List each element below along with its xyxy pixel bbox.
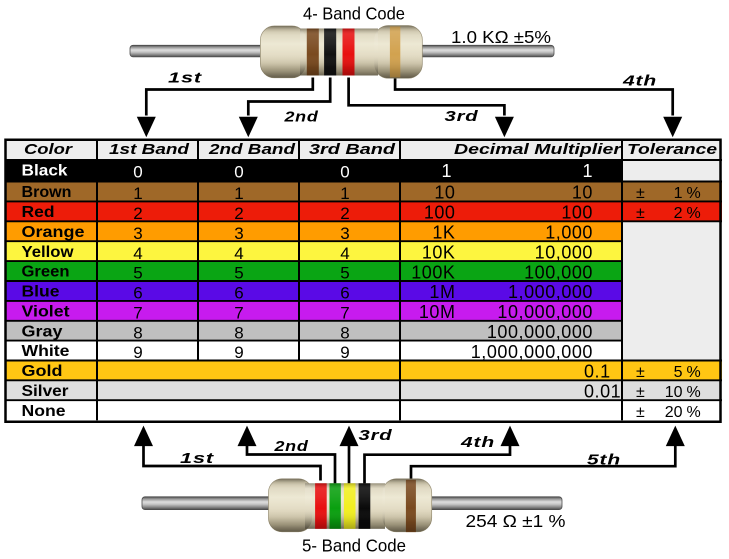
svg-text:0: 0 <box>133 163 142 182</box>
svg-text:%: % <box>687 404 701 421</box>
svg-text:1st Band: 1st Band <box>109 142 190 158</box>
svg-text:100,000: 100,000 <box>524 262 593 282</box>
svg-text:Gold: Gold <box>22 363 63 380</box>
svg-text:6: 6 <box>133 284 142 303</box>
svg-text:100K: 100K <box>411 262 455 282</box>
svg-text:Tolerance: Tolerance <box>627 142 717 158</box>
svg-text:3: 3 <box>340 224 349 243</box>
svg-text:1: 1 <box>674 185 683 202</box>
svg-text:9: 9 <box>340 343 349 362</box>
svg-text:254 Ω ±1 %: 254 Ω ±1 % <box>466 511 566 531</box>
svg-text:Yellow: Yellow <box>22 244 75 261</box>
svg-text:3: 3 <box>234 224 243 243</box>
svg-text:2: 2 <box>674 205 683 222</box>
svg-text:8: 8 <box>133 323 142 342</box>
svg-text:6: 6 <box>234 284 243 303</box>
svg-text:Gray: Gray <box>22 323 63 340</box>
svg-text:10: 10 <box>434 183 455 203</box>
svg-text:1st: 1st <box>168 70 203 87</box>
svg-text:4: 4 <box>340 244 349 263</box>
svg-text:%: % <box>687 384 701 401</box>
svg-text:1.0 KΩ ±5%: 1.0 KΩ ±5% <box>451 27 551 47</box>
svg-text:Green: Green <box>22 264 70 281</box>
svg-text:3rd: 3rd <box>359 427 393 444</box>
svg-text:2: 2 <box>133 204 142 223</box>
svg-text:10: 10 <box>665 384 683 401</box>
svg-text:1,000,000,000: 1,000,000,000 <box>471 342 593 362</box>
svg-text:5th: 5th <box>587 452 621 469</box>
svg-text:4- Band Code: 4- Band Code <box>303 4 405 24</box>
svg-text:3rd: 3rd <box>445 108 479 125</box>
svg-text:10,000: 10,000 <box>535 242 593 262</box>
svg-text:3rd Band: 3rd Band <box>309 142 396 158</box>
svg-text:None: None <box>22 403 66 420</box>
svg-text:10M: 10M <box>419 302 456 322</box>
svg-text:2: 2 <box>234 204 243 223</box>
svg-text:0: 0 <box>340 163 349 182</box>
svg-text:7: 7 <box>234 304 243 323</box>
svg-text:9: 9 <box>234 343 243 362</box>
svg-text:%: % <box>687 364 701 381</box>
svg-text:1: 1 <box>582 161 593 181</box>
svg-text:White: White <box>22 343 70 360</box>
svg-text:±: ± <box>636 364 645 381</box>
svg-text:Orange: Orange <box>22 224 85 241</box>
svg-text:1: 1 <box>133 184 142 203</box>
svg-text:%: % <box>687 185 701 202</box>
svg-text:±: ± <box>636 384 645 401</box>
svg-text:1M: 1M <box>429 282 455 302</box>
svg-text:0.1: 0.1 <box>584 362 611 382</box>
svg-text:5: 5 <box>234 264 243 283</box>
svg-text:1: 1 <box>234 184 243 203</box>
svg-text:Decimal Multiplier: Decimal Multiplier <box>454 142 623 158</box>
svg-text:9: 9 <box>133 343 142 362</box>
svg-text:7: 7 <box>340 304 349 323</box>
svg-text:5- Band Code: 5- Band Code <box>302 536 406 556</box>
svg-text:100: 100 <box>424 203 456 223</box>
svg-text:100: 100 <box>561 203 593 223</box>
svg-text:±: ± <box>636 205 645 222</box>
svg-text:Brown: Brown <box>22 184 72 201</box>
svg-text:2: 2 <box>340 204 349 223</box>
svg-text:2nd: 2nd <box>283 108 318 125</box>
svg-text:Black: Black <box>22 163 68 180</box>
svg-text:Blue: Blue <box>22 284 60 301</box>
svg-text:1K: 1K <box>432 223 455 243</box>
svg-text:4th: 4th <box>622 73 657 90</box>
svg-text:10K: 10K <box>422 242 456 262</box>
svg-text:Red: Red <box>22 204 55 221</box>
svg-text:1,000,000: 1,000,000 <box>508 282 593 302</box>
svg-text:1,000: 1,000 <box>545 223 593 243</box>
svg-text:2nd Band: 2nd Band <box>208 142 297 158</box>
svg-text:±: ± <box>636 404 645 421</box>
svg-text:4th: 4th <box>460 434 495 451</box>
svg-text:3: 3 <box>133 224 142 243</box>
svg-text:Silver: Silver <box>22 383 69 400</box>
svg-text:10,000,000: 10,000,000 <box>497 302 593 322</box>
svg-text:100,000,000: 100,000,000 <box>487 322 593 342</box>
svg-text:4: 4 <box>234 244 243 263</box>
svg-text:Color: Color <box>24 142 74 158</box>
svg-text:Violet: Violet <box>22 304 70 321</box>
svg-text:±: ± <box>636 185 645 202</box>
svg-text:1: 1 <box>441 161 452 181</box>
svg-text:10: 10 <box>572 183 593 203</box>
svg-text:5: 5 <box>340 264 349 283</box>
svg-text:0.01: 0.01 <box>584 382 621 402</box>
svg-text:6: 6 <box>340 284 349 303</box>
svg-text:2nd: 2nd <box>273 438 308 455</box>
svg-text:7: 7 <box>133 304 142 323</box>
svg-text:20: 20 <box>665 404 683 421</box>
svg-text:%: % <box>687 205 701 222</box>
svg-text:8: 8 <box>340 323 349 342</box>
svg-text:1: 1 <box>340 184 349 203</box>
svg-text:0: 0 <box>234 163 243 182</box>
svg-text:8: 8 <box>234 323 243 342</box>
svg-text:5: 5 <box>133 264 142 283</box>
svg-text:1st: 1st <box>180 450 215 467</box>
svg-text:5: 5 <box>674 364 683 381</box>
svg-text:4: 4 <box>133 244 142 263</box>
